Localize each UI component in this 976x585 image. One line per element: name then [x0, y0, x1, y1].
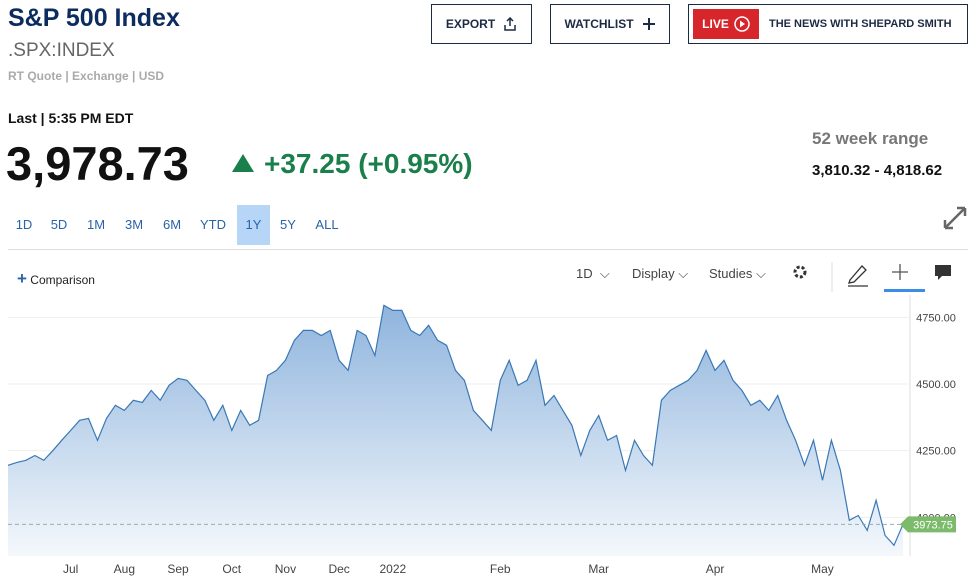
- chart: 4000.004250.004500.004750.003973.75JulAu…: [7, 295, 956, 576]
- range-tab[interactable]: 5D: [50, 217, 68, 232]
- studies-button[interactable]: Studies ⌵: [709, 266, 766, 281]
- range-tab[interactable]: 1Y: [237, 205, 270, 245]
- export-icon: [504, 17, 516, 31]
- price-line: [7, 304, 904, 547]
- y-tick-label: 4750.00: [916, 312, 956, 324]
- show-label: THE NEWS WITH SHEPARD SMITH: [769, 18, 952, 30]
- range-tab[interactable]: 1M: [86, 217, 106, 232]
- export-label: EXPORT: [445, 17, 496, 31]
- y-tick-label: 4500.00: [916, 379, 956, 391]
- comparison-button[interactable]: + Comparison: [17, 269, 95, 288]
- plus-icon: [642, 18, 655, 30]
- live-badge: LIVE: [693, 9, 759, 39]
- live-label: LIVE: [702, 17, 729, 31]
- x-tick-label: Sep: [167, 562, 189, 576]
- watchlist-button[interactable]: WATCHLIST: [550, 4, 670, 44]
- comparison-label: Comparison: [30, 273, 95, 287]
- play-icon: [734, 16, 750, 32]
- last-label: Last | 5:35 PM EDT: [8, 110, 134, 126]
- interval-label: 1D: [576, 266, 593, 281]
- x-tick-label: 2022: [379, 562, 406, 576]
- last-price-tag: [900, 516, 956, 533]
- interval-button[interactable]: 1D ⌵: [576, 266, 610, 281]
- up-arrow: [232, 154, 254, 172]
- price: 3,978.73: [6, 137, 189, 190]
- change: +37.25 (+0.95%): [264, 148, 473, 179]
- live-button[interactable]: LIVE THE NEWS WITH SHEPARD SMITH: [688, 4, 968, 44]
- x-tick-label: Oct: [222, 562, 241, 576]
- comment-icon[interactable]: [935, 265, 951, 280]
- range-tab[interactable]: 5Y: [280, 217, 296, 232]
- studies-label: Studies: [709, 266, 753, 281]
- last-price-label: 3973.75: [913, 519, 953, 531]
- x-tick-label: Nov: [275, 562, 296, 576]
- expand-icon[interactable]: [942, 205, 968, 231]
- settings-icon[interactable]: [793, 265, 807, 279]
- range-tab[interactable]: 3M: [124, 217, 144, 232]
- x-tick-label: Feb: [490, 562, 511, 576]
- x-tick-label: May: [811, 562, 834, 576]
- range-tab[interactable]: 1D: [15, 217, 33, 232]
- x-tick-label: Apr: [706, 562, 725, 576]
- display-button[interactable]: Display ⌵: [632, 266, 689, 281]
- active-indicator: [884, 289, 925, 292]
- area-fill: [8, 305, 903, 556]
- x-tick-label: Jul: [63, 562, 78, 576]
- draw-icon[interactable]: [848, 265, 868, 287]
- title: S&P 500 Index: [8, 4, 180, 32]
- export-button[interactable]: EXPORT: [431, 4, 532, 44]
- y-tick-label: 4250.00: [916, 446, 956, 458]
- divider: [8, 249, 968, 250]
- x-tick-label: Mar: [588, 562, 609, 576]
- quote-info: RT Quote | Exchange | USD: [8, 69, 165, 83]
- watchlist-label: WATCHLIST: [564, 17, 634, 31]
- symbol: .SPX:INDEX: [8, 40, 115, 61]
- crosshair-icon[interactable]: [892, 264, 908, 280]
- range-tab[interactable]: 6M: [162, 217, 182, 232]
- toolbar-icons: [793, 262, 951, 292]
- range-value: 3,810.32 - 4,818.62: [812, 162, 943, 179]
- display-label: Display: [632, 266, 675, 281]
- range-tab[interactable]: ALL: [315, 217, 339, 232]
- x-tick-label: Dec: [328, 562, 349, 576]
- range-label: 52 week range: [812, 129, 929, 148]
- range-tab[interactable]: YTD: [200, 217, 226, 232]
- x-tick-label: Aug: [114, 562, 135, 576]
